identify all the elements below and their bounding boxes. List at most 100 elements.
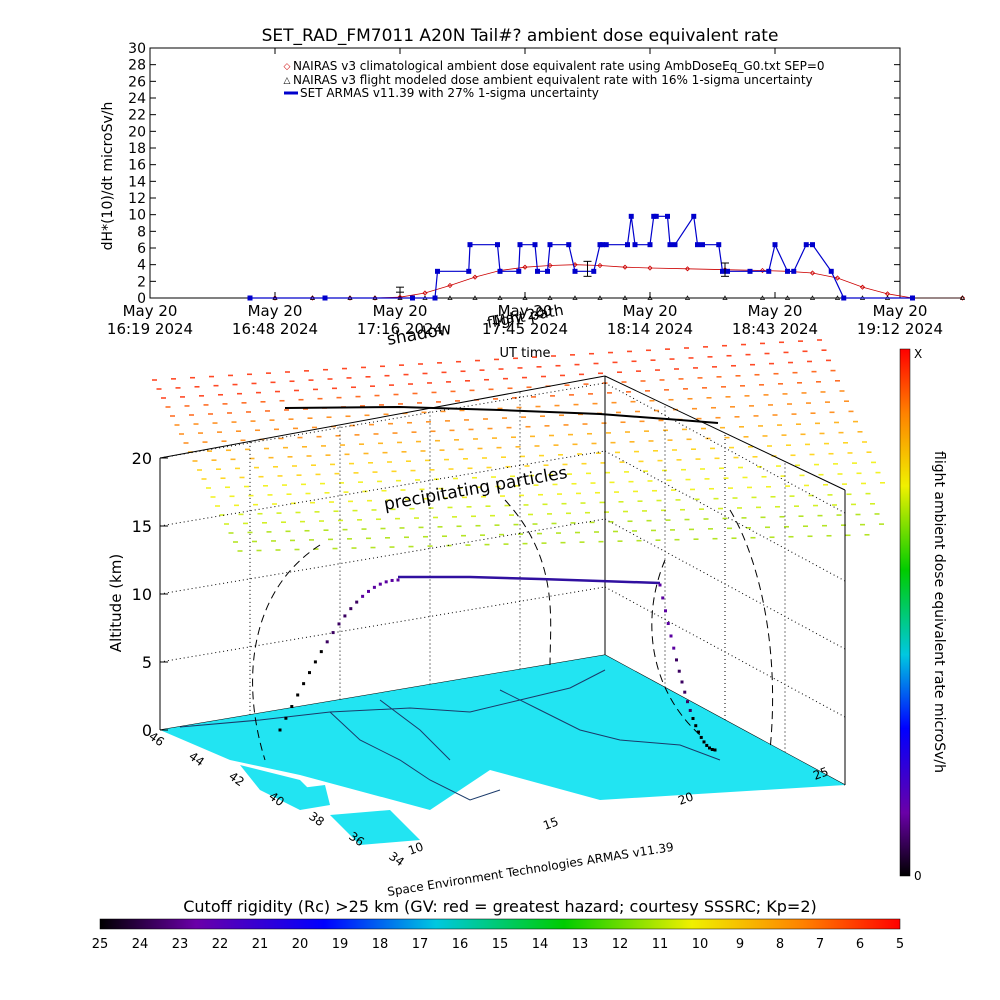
- data-point: [759, 295, 766, 300]
- flight-point: [372, 585, 376, 589]
- data-point: [772, 242, 778, 248]
- dose-colorbar-top-label: X: [914, 347, 922, 361]
- data-point: [372, 295, 378, 301]
- x-tick-label-date: May 20: [623, 302, 678, 320]
- data-point: [828, 268, 834, 274]
- rigidity-tick-label: 13: [572, 937, 589, 952]
- rigidity-tick-label: 12: [612, 937, 629, 952]
- flight-point: [702, 740, 706, 744]
- flight-point: [313, 660, 317, 664]
- y-tick-label: 12: [128, 191, 146, 207]
- data-point: [834, 295, 841, 300]
- series-line: [250, 264, 963, 299]
- x-tick-label-date: May 20: [498, 302, 553, 320]
- data-point: [803, 242, 809, 248]
- data-point: [722, 295, 728, 300]
- data-point: [716, 242, 722, 248]
- data-point: [522, 264, 528, 270]
- y-tick-label: 28: [128, 58, 146, 74]
- data-point: [497, 295, 503, 300]
- y-tick-label: 26: [128, 74, 146, 90]
- y-tick-label: 2: [137, 274, 146, 290]
- grid-line: [159, 382, 606, 459]
- flight-point: [367, 589, 370, 593]
- rigidity-tick-label: 19: [332, 937, 349, 952]
- data-point: [695, 242, 700, 248]
- data-point: [622, 295, 628, 300]
- flight-point: [396, 578, 400, 582]
- flight-point: [710, 747, 714, 751]
- data-point: [841, 295, 847, 301]
- data-point: [422, 290, 428, 296]
- rigidity-tick-label: 22: [212, 937, 229, 952]
- data-point: [472, 295, 478, 300]
- y-tick-label: 4: [137, 258, 146, 274]
- legend-entry-nairas-clim: ◇ NAIRAS v3 climatological ambient dose …: [284, 59, 825, 73]
- grid-line: [159, 450, 606, 527]
- grid-line: [159, 518, 606, 595]
- flight-point: [319, 650, 323, 654]
- y-tick-label: 20: [128, 124, 146, 140]
- rigidity-tick-label: 9: [736, 937, 744, 952]
- rigidity-tick-label: 15: [492, 937, 509, 952]
- legend-entry-nairas-flight: △ NAIRAS v3 flight modeled dose ambient …: [284, 73, 813, 87]
- flight-point: [683, 690, 687, 694]
- flight-point: [699, 735, 703, 739]
- data-point: [347, 295, 353, 301]
- rigidity-tick-label: 18: [372, 937, 389, 952]
- data-point: [672, 242, 678, 248]
- y-tick-label: 0: [137, 291, 146, 307]
- flight-point: [355, 600, 359, 604]
- flight-point: [378, 582, 382, 586]
- rigidity-tick-label: 21: [252, 937, 269, 952]
- cruise-segment: [398, 575, 661, 585]
- data-point: [791, 268, 797, 274]
- data-point: [691, 213, 697, 219]
- z-tick-label: 10: [132, 585, 152, 604]
- credit-text: Space Environment Technologies ARMAS v11…: [386, 840, 674, 899]
- data-point: [597, 295, 603, 300]
- data-point: [566, 242, 572, 248]
- flight-point: [325, 640, 329, 644]
- triangle-marker-icon: △: [284, 76, 291, 86]
- rigidity-colorbar-title: Cutoff rigidity (Rc) >25 km (GV: red = g…: [183, 897, 817, 916]
- data-point: [632, 242, 638, 248]
- dose-colorbar-bottom-label: 0: [914, 869, 922, 883]
- x-tick-label-date: May 20: [873, 302, 928, 320]
- z-tick-label: 0: [142, 721, 152, 740]
- y-tick-label: 30: [128, 41, 146, 57]
- data-point: [665, 213, 670, 219]
- series-line: [250, 214, 913, 299]
- data-point: [432, 295, 438, 301]
- data-point: [720, 268, 725, 274]
- flight-point: [691, 716, 695, 720]
- x-tick-label-time: 17:16 2024: [357, 320, 443, 338]
- dose-particle-field: [152, 339, 885, 552]
- y-tick-label: 24: [128, 91, 146, 107]
- x-axis-label: UT time: [500, 346, 551, 361]
- y-tick-label: 18: [128, 141, 146, 157]
- data-point: [759, 267, 766, 274]
- rigidity-colorbar-ticks: 25 24 23 22 21 20 19 18 17 16 15 14 13 12 11 10 9 8 7 6 5: [92, 937, 904, 952]
- flight-point: [390, 578, 394, 582]
- flight-point: [331, 631, 335, 635]
- flight-point: [686, 700, 689, 704]
- annotation-precipitating-particles: precipitating particles: [382, 463, 569, 515]
- rigidity-tick-label: 25: [92, 937, 109, 952]
- lon-tick-label: 20: [676, 789, 695, 807]
- x-tick-label-time: 18:43 2024: [732, 320, 818, 338]
- flight-point: [337, 622, 341, 626]
- data-point: [572, 295, 578, 300]
- data-point: [785, 268, 790, 274]
- flight-point: [661, 596, 665, 600]
- flight-point: [658, 583, 662, 587]
- data-point: [467, 242, 473, 248]
- data-point: [447, 295, 453, 300]
- flight-point: [680, 680, 684, 684]
- data-point: [522, 295, 528, 300]
- flight-point: [296, 693, 300, 697]
- z-axis-label: Altitude (km): [107, 554, 125, 652]
- data-point: [684, 266, 691, 272]
